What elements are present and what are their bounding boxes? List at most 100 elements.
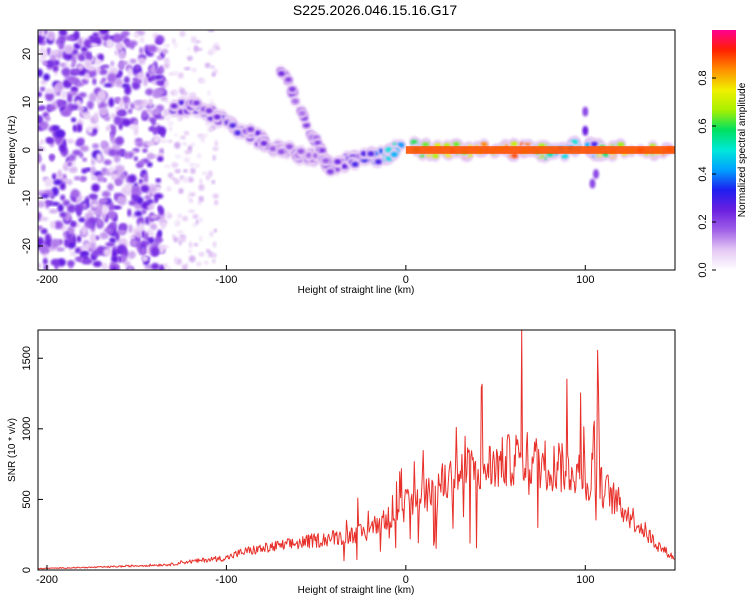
spectrogram-cell xyxy=(617,142,625,148)
spectrogram-cell xyxy=(143,173,149,184)
spectrogram-cell xyxy=(49,154,55,162)
spectrogram-cell xyxy=(157,205,162,212)
spectrogram-cell xyxy=(128,250,136,259)
spectrogram-cell xyxy=(138,222,144,231)
spectrogram-cell xyxy=(38,262,42,269)
y-tick-label: 1000 xyxy=(21,417,33,441)
spectrogram-cell xyxy=(47,138,55,143)
spectrogram-cell xyxy=(149,214,159,219)
spectrogram-cell xyxy=(93,112,99,122)
spectrogram-cell xyxy=(91,202,99,208)
spectrogram-cell xyxy=(43,61,48,66)
spectrogram-cell xyxy=(58,35,67,42)
spectrogram-cell xyxy=(181,264,185,270)
spectrogram-cell xyxy=(118,228,127,236)
spectrogram-cell xyxy=(141,110,148,119)
spectrogram-cell xyxy=(101,190,111,198)
spectrogram-cell xyxy=(133,103,141,110)
spectrogram-cell xyxy=(58,30,68,37)
spectrogram-cell xyxy=(57,204,64,212)
spectrogram-cell xyxy=(103,248,112,257)
spectrogram-cell xyxy=(208,253,215,258)
spectrogram-cell xyxy=(119,223,128,231)
spectrogram-cell xyxy=(284,77,292,83)
spectrogram-cell xyxy=(38,115,43,125)
spectrogram-cell xyxy=(154,193,164,199)
spectrogram-cell xyxy=(199,79,206,84)
spectrogram-cell xyxy=(67,93,73,103)
spectrogram-cell xyxy=(80,175,87,182)
spectrogram-cell xyxy=(127,208,132,217)
spectrogram-cell xyxy=(41,164,46,172)
spectrogram-carrier xyxy=(405,146,675,154)
spectrogram-cell xyxy=(71,55,77,66)
spectrogram-cell xyxy=(163,164,171,169)
spectrogram-cell xyxy=(204,260,209,265)
spectrogram-cell xyxy=(171,177,177,181)
spectrogram-cell xyxy=(140,246,147,256)
spectrogram-cell xyxy=(181,177,189,183)
spectrogram-cell xyxy=(38,154,42,164)
spectrogram-cell xyxy=(50,238,60,249)
spectrogram-cell xyxy=(117,61,125,69)
spectrogram-cell xyxy=(163,57,170,64)
spectrogram-cell xyxy=(155,88,165,95)
spectrogram-cell xyxy=(133,100,144,105)
spectrogram-cell xyxy=(144,195,152,200)
spectrogram-cell xyxy=(59,182,66,191)
spectrogram-cell xyxy=(163,44,171,48)
spectrogram-cell xyxy=(43,73,50,81)
snr-series-line xyxy=(38,330,675,570)
spectrogram-cell xyxy=(141,255,149,262)
spectrogram-cell xyxy=(96,152,102,162)
spectrogram-cell xyxy=(113,153,121,163)
spectrogram-cell xyxy=(39,86,46,92)
spectrogram-cell xyxy=(165,116,171,121)
spectrogram-cell xyxy=(86,100,94,110)
spectrogram-cell xyxy=(480,142,488,147)
spectrogram-cell xyxy=(96,174,104,183)
spectrogram-cell xyxy=(102,177,107,183)
spectrogram-cell xyxy=(65,35,76,41)
spectrogram-cell xyxy=(213,228,217,233)
spectrogram-cell xyxy=(62,178,69,183)
spectrogram-cell xyxy=(71,69,80,74)
spectrogram-cell xyxy=(135,230,142,239)
spectrogram-cell xyxy=(130,102,135,110)
spectrogram-cell xyxy=(278,71,285,77)
spectrogram-cell xyxy=(188,198,194,203)
spectrogram-cell xyxy=(67,75,78,84)
spectrogram-cell xyxy=(108,149,117,157)
y-tick-label: 20 xyxy=(21,48,33,60)
spectrogram-cell xyxy=(314,140,322,146)
spectrogram-cell xyxy=(205,174,210,181)
spectrogram-cell xyxy=(298,110,306,116)
spectrogram-cell xyxy=(561,153,569,159)
spectrogram-cell xyxy=(92,78,97,85)
spectrogram-cell xyxy=(110,113,116,119)
spectrogram-cell xyxy=(162,48,169,55)
spectrogram-cell xyxy=(184,150,192,155)
spectrogram-cell xyxy=(162,245,169,249)
spectrogram-cell xyxy=(174,169,181,174)
spectrogram-cell xyxy=(351,161,359,167)
spectrogram-cell xyxy=(69,250,77,257)
spectrogram-cell xyxy=(103,159,112,166)
spectrogram-cell xyxy=(78,92,87,98)
spectrogram-cell xyxy=(74,247,81,254)
spectrogram-cell xyxy=(84,72,90,81)
x-tick-label: -100 xyxy=(215,274,237,286)
spectrogram-cell xyxy=(91,175,98,181)
spectrogram-cell xyxy=(44,177,53,188)
spectrogram-cell xyxy=(53,84,59,94)
spectrogram-cell xyxy=(67,226,75,235)
spectrogram-cell xyxy=(77,37,84,46)
spectrogram-cell xyxy=(97,90,107,100)
spectrogram-cell xyxy=(40,194,50,199)
spectrogram-cell xyxy=(148,98,153,108)
spectrogram-cell xyxy=(38,225,43,231)
spectrogram-cell xyxy=(90,42,99,47)
spectrogram-cell xyxy=(40,30,46,38)
spectrogram-cell xyxy=(174,141,181,149)
spectrogram-cell xyxy=(390,152,398,157)
